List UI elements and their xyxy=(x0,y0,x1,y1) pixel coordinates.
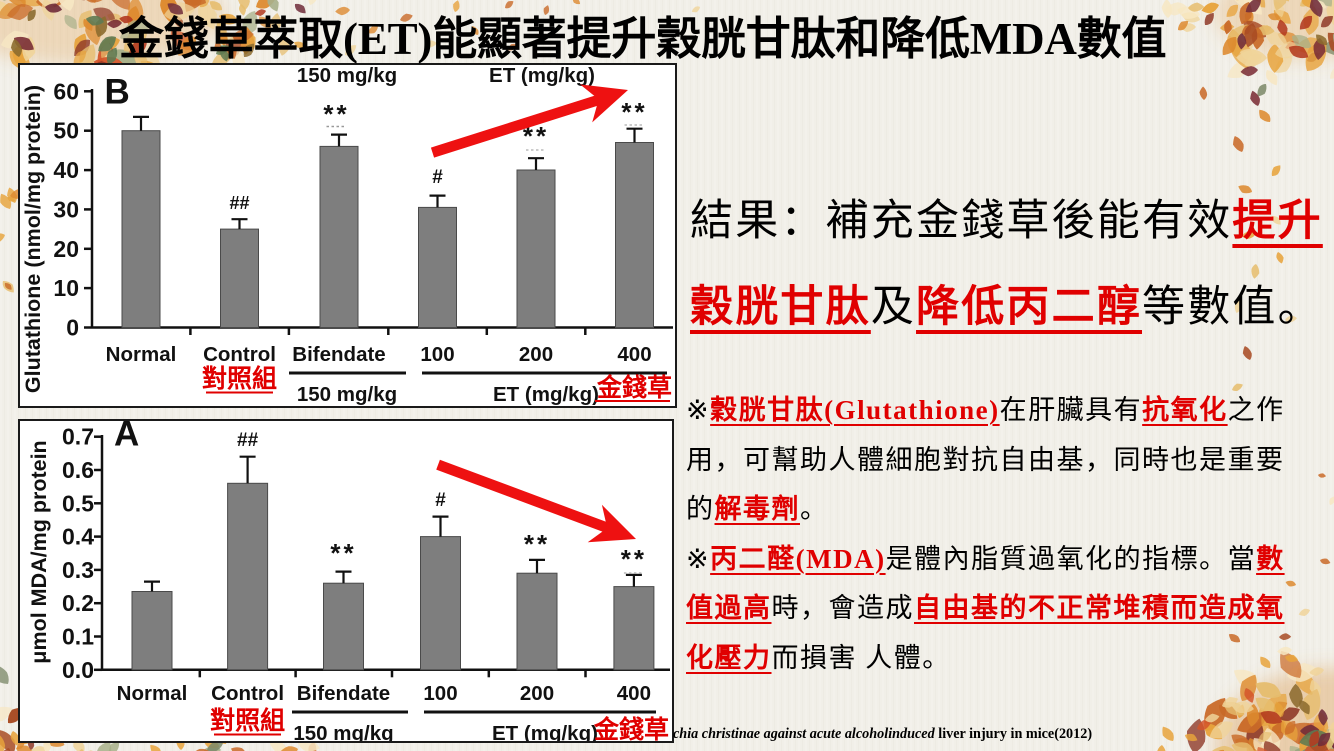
svg-text:150 mg/kg: 150 mg/kg xyxy=(297,65,397,87)
svg-text:0.0: 0.0 xyxy=(62,657,94,683)
svg-text:150 mg/kg: 150 mg/kg xyxy=(293,722,393,741)
svg-text:μmol MDA/mg protein: μmol MDA/mg protein xyxy=(27,440,51,663)
svg-text:50: 50 xyxy=(53,118,79,144)
svg-text:200: 200 xyxy=(520,682,554,705)
svg-text:#: # xyxy=(435,490,446,511)
svg-text:金錢草: 金錢草 xyxy=(596,373,672,402)
svg-text:**: ** xyxy=(323,99,349,129)
svg-text:對照組: 對照組 xyxy=(202,364,277,393)
svg-text:#: # xyxy=(432,167,443,188)
svg-text:0.3: 0.3 xyxy=(62,557,94,583)
svg-text:ET (mg/kg): ET (mg/kg) xyxy=(489,65,595,87)
svg-text:對照組: 對照組 xyxy=(210,706,285,735)
svg-text:0.7: 0.7 xyxy=(62,424,94,450)
svg-text:B: B xyxy=(105,73,130,112)
svg-text:20: 20 xyxy=(53,236,79,262)
svg-text:**: ** xyxy=(523,121,549,151)
svg-text:**: ** xyxy=(524,529,550,559)
svg-text:Glutathione (nmol/mg protein): Glutathione (nmol/mg protein) xyxy=(21,85,45,393)
svg-text:100: 100 xyxy=(423,682,457,705)
svg-text:##: ## xyxy=(237,430,259,451)
svg-text:60: 60 xyxy=(53,78,79,104)
svg-text:0: 0 xyxy=(66,315,79,341)
svg-text:A: A xyxy=(114,421,139,454)
svg-text:100: 100 xyxy=(420,343,454,366)
svg-text:0.2: 0.2 xyxy=(62,590,94,616)
svg-text:30: 30 xyxy=(53,196,79,222)
svg-text:40: 40 xyxy=(53,157,79,183)
svg-text:Control: Control xyxy=(203,343,276,366)
svg-text:Bifendate: Bifendate xyxy=(297,682,390,705)
svg-text:150 mg/kg: 150 mg/kg xyxy=(297,383,397,406)
svg-text:0.1: 0.1 xyxy=(62,624,94,650)
svg-text:200: 200 xyxy=(519,343,553,366)
svg-text:ET (mg/kg): ET (mg/kg) xyxy=(493,383,599,406)
svg-text:Bifendate: Bifendate xyxy=(292,343,385,366)
svg-text:**: ** xyxy=(330,538,356,568)
svg-text:Normal: Normal xyxy=(117,682,188,705)
svg-text:400: 400 xyxy=(617,343,651,366)
svg-text:ET (mg/kg): ET (mg/kg) xyxy=(492,722,598,741)
svg-text:400: 400 xyxy=(617,682,651,705)
svg-text:**: ** xyxy=(621,97,647,127)
svg-text:Normal: Normal xyxy=(106,343,177,366)
svg-text:0.4: 0.4 xyxy=(62,524,94,550)
svg-text:0.6: 0.6 xyxy=(62,457,94,483)
svg-text:10: 10 xyxy=(53,275,79,301)
svg-text:金錢草: 金錢草 xyxy=(593,715,669,741)
svg-text:**: ** xyxy=(621,544,647,574)
svg-text:0.5: 0.5 xyxy=(62,490,94,516)
svg-text:Control: Control xyxy=(211,682,284,705)
svg-text:##: ## xyxy=(229,193,249,213)
